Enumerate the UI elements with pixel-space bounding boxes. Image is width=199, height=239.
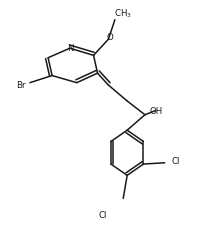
Text: O: O (106, 33, 113, 42)
Text: OH: OH (150, 107, 163, 116)
Text: N: N (68, 44, 74, 53)
Text: Cl: Cl (172, 157, 180, 166)
Text: CH$_3$: CH$_3$ (114, 7, 132, 20)
Text: Br: Br (17, 81, 26, 90)
Text: Cl: Cl (98, 211, 107, 219)
